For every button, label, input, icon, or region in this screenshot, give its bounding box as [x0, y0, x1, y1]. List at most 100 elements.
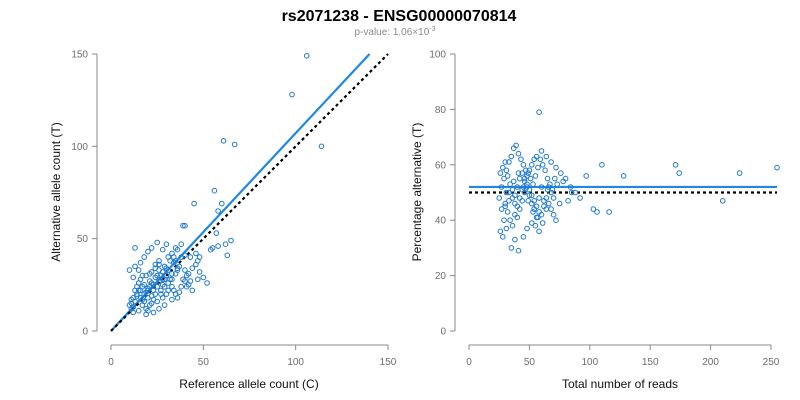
data-point-left: [126, 267, 133, 273]
x-tick-label-left: 50: [198, 357, 210, 368]
data-point-right: [553, 164, 559, 171]
panel-allele-counts-axes: 0 50 100 150 0 50 100 150: [71, 50, 396, 369]
data-point-right: [508, 245, 515, 251]
data-point-left: [150, 309, 157, 316]
data-point-right: [541, 203, 547, 210]
data-point-right: [572, 189, 579, 196]
data-point-left: [145, 248, 151, 255]
y-tick-label-right: 0: [440, 327, 446, 338]
y-tick-label-left: 50: [77, 234, 89, 245]
data-point-left: [222, 241, 229, 247]
data-point-right: [526, 192, 533, 199]
data-point-right: [536, 109, 542, 115]
panel-percentage-points: [496, 109, 780, 254]
data-point-left: [189, 265, 196, 272]
data-point-right: [529, 162, 535, 168]
data-point-left: [159, 246, 166, 253]
y-axis-title-right: Percentage alternative (T): [410, 123, 424, 262]
data-point-right: [539, 220, 546, 226]
data-point-left: [161, 302, 168, 308]
data-point-left: [182, 267, 188, 273]
panel-allele-counts-lines: [110, 53, 389, 332]
x-tick-label-left: 150: [380, 357, 397, 368]
data-point-left: [289, 91, 295, 98]
data-point-left: [139, 296, 146, 303]
data-point-left: [141, 291, 147, 297]
data-point-right: [520, 184, 527, 190]
data-point-right: [526, 186, 533, 193]
data-point-right: [500, 234, 506, 240]
panel-percentage: 0 50 100 150 200 250 0 20 40 60 80 100 Total number…: [410, 50, 780, 391]
data-point-right: [537, 156, 544, 163]
data-point-right: [590, 206, 597, 212]
data-point-right: [543, 195, 550, 201]
data-point-right: [672, 162, 679, 168]
data-point-left: [169, 296, 175, 303]
data-point-left: [163, 265, 170, 272]
data-point-left: [161, 283, 168, 290]
data-point-right: [524, 173, 530, 179]
data-point-left: [211, 187, 218, 194]
data-point-left: [141, 254, 147, 260]
data-point-right: [774, 164, 780, 171]
data-point-right: [594, 209, 600, 215]
data-point-right: [509, 222, 516, 229]
data-point-right: [620, 173, 627, 179]
y-tick-label-right: 40: [435, 216, 447, 227]
data-point-right: [552, 175, 558, 182]
x-tick-label-right: 150: [642, 357, 659, 368]
data-point-right: [562, 175, 569, 182]
data-point-left: [156, 278, 162, 284]
panel-percentage-axes: 0 50 100 150 200 250 0 20 40 60 80 100: [429, 50, 779, 369]
data-point-right: [519, 186, 526, 193]
data-point-right: [567, 184, 574, 190]
data-point-left: [174, 246, 181, 253]
data-point-right: [524, 225, 530, 232]
data-point-right: [504, 209, 511, 215]
data-point-left: [200, 274, 207, 281]
data-point-right: [599, 162, 605, 168]
data-point-left: [193, 261, 199, 268]
data-point-right: [535, 164, 541, 171]
reference-line-left: [110, 53, 389, 332]
data-point-left: [207, 246, 214, 253]
data-point-right: [539, 162, 546, 168]
data-point-left: [219, 200, 225, 207]
data-point-left: [167, 276, 173, 283]
data-point-right: [542, 167, 548, 174]
data-point-left: [130, 304, 136, 310]
data-point-left: [143, 311, 149, 318]
data-point-right: [513, 142, 519, 149]
data-point-right: [530, 209, 536, 215]
data-point-right: [536, 228, 542, 235]
data-point-right: [526, 167, 533, 174]
data-point-right: [543, 153, 550, 160]
data-point-right: [502, 203, 509, 210]
y-tick-label-left: 100: [71, 142, 88, 153]
data-point-left: [182, 222, 188, 229]
data-point-right: [548, 189, 554, 196]
data-point-right: [527, 175, 534, 182]
data-point-right: [536, 195, 542, 201]
data-point-left: [228, 237, 234, 244]
data-point-right: [498, 184, 505, 190]
data-point-right: [549, 186, 556, 193]
data-point-right: [547, 181, 553, 187]
data-point-left: [318, 143, 325, 150]
data-point-right: [545, 184, 552, 190]
data-point-left: [148, 245, 155, 251]
data-point-left: [152, 265, 159, 272]
data-point-left: [156, 306, 162, 312]
data-point-right: [498, 206, 505, 212]
data-point-left: [150, 282, 157, 288]
data-point-left: [135, 307, 142, 314]
data-point-left: [141, 282, 147, 288]
data-point-right: [545, 200, 552, 207]
fit-line-left: [110, 53, 371, 332]
data-point-right: [736, 170, 743, 176]
y-tick-label-right: 80: [435, 105, 447, 116]
data-point-left: [187, 278, 194, 284]
y-tick-label-left: 0: [82, 327, 88, 338]
data-point-right: [532, 173, 539, 179]
data-point-left: [172, 258, 179, 264]
